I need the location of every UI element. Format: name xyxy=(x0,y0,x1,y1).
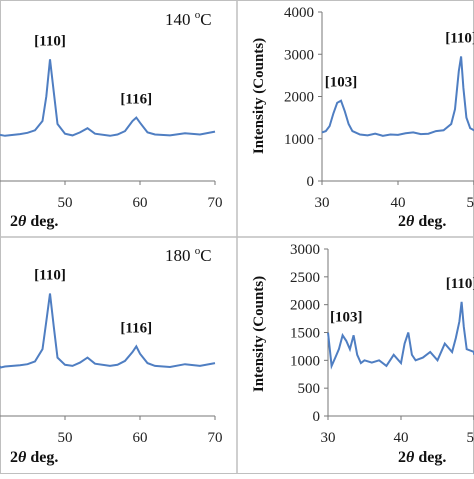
x-tick-label: 50 xyxy=(467,195,474,211)
y-tick-label: 2500 xyxy=(290,270,320,286)
panel-bottom-right: 30 40 50 0 500 1000 1500 2000 2500 3000 [103] [11… xyxy=(251,242,474,466)
series-line xyxy=(322,56,474,135)
peak-label: [103] xyxy=(325,75,358,91)
series-line xyxy=(0,294,215,368)
x-tick-label: 50 xyxy=(58,195,73,211)
x-axis-label: 2θ deg. xyxy=(398,213,446,230)
peak-label: [103] xyxy=(330,309,363,325)
y-tick-label: 1000 xyxy=(284,132,314,148)
y-tick-label: 0 xyxy=(313,409,321,425)
y-tick-label: 0 xyxy=(307,174,315,190)
temperature-label: 180 oC xyxy=(165,245,212,265)
panel-top-left: 50 60 70 [110] [116] 140 oC 2θ deg. xyxy=(0,9,223,230)
peak-label: [110] xyxy=(445,30,474,46)
x-axis-label: 2θ deg. xyxy=(10,213,58,230)
x-tick-label: 60 xyxy=(133,430,148,446)
x-tick-label: 30 xyxy=(315,195,330,211)
y-tick-label: 1500 xyxy=(290,326,320,342)
x-tick-label: 50 xyxy=(467,430,474,446)
x-axis-label: 2θ deg. xyxy=(398,449,446,466)
peak-label: [110] xyxy=(34,33,66,49)
y-tick-label: 2000 xyxy=(290,298,320,314)
x-tick-label: 60 xyxy=(133,195,148,211)
peak-label: [110] xyxy=(34,268,66,284)
x-tick-label: 30 xyxy=(321,430,336,446)
y-tick-label: 3000 xyxy=(290,242,320,258)
x-axis-label: 2θ deg. xyxy=(10,449,58,466)
series-line xyxy=(0,59,215,136)
y-axis-label: Intensity (Counts) xyxy=(251,276,267,392)
panel-bottom-left: 50 60 70 [110] [116] 180 oC 2θ deg. xyxy=(0,245,223,466)
panel-top-right: 30 40 50 0 1000 2000 3000 4000 [103] [110] Inte… xyxy=(251,5,474,230)
x-tick-label: 40 xyxy=(391,195,406,211)
temperature-label: 140 oC xyxy=(165,9,212,29)
x-tick-label: 50 xyxy=(58,430,73,446)
y-tick-label: 3000 xyxy=(284,47,314,63)
x-tick-label: 70 xyxy=(208,430,223,446)
y-axis-label: Intensity (Counts) xyxy=(251,38,267,154)
x-tick-label: 70 xyxy=(208,195,223,211)
y-tick-label: 500 xyxy=(298,381,321,397)
peak-label: [110] xyxy=(446,276,474,292)
y-tick-label: 4000 xyxy=(284,5,314,21)
peak-label: [116] xyxy=(120,320,152,336)
y-tick-label: 2000 xyxy=(284,90,314,106)
x-tick-label: 40 xyxy=(394,430,409,446)
peak-label: [116] xyxy=(120,92,152,108)
y-tick-label: 1000 xyxy=(290,353,320,369)
